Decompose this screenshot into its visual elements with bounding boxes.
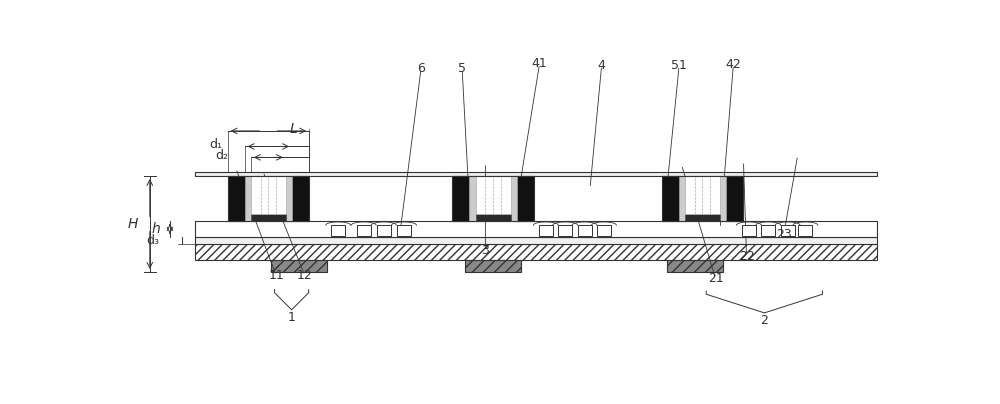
Bar <box>476 176 511 214</box>
Bar <box>292 176 309 221</box>
Bar <box>286 176 292 221</box>
Bar <box>578 225 592 236</box>
Bar <box>720 176 726 221</box>
Bar <box>195 237 877 244</box>
Bar <box>742 225 756 236</box>
Bar <box>195 172 877 176</box>
Text: d₂: d₂ <box>215 149 228 162</box>
Text: 51: 51 <box>671 59 687 72</box>
Bar <box>667 260 723 272</box>
Bar <box>685 176 720 214</box>
Text: 2: 2 <box>760 314 768 327</box>
Text: 12: 12 <box>297 269 313 282</box>
Text: d₁: d₁ <box>209 139 222 152</box>
Bar <box>397 225 411 236</box>
Text: 5: 5 <box>458 62 466 75</box>
Text: 42: 42 <box>726 58 741 71</box>
Bar <box>539 225 553 236</box>
Bar <box>726 176 743 221</box>
Bar <box>798 225 812 236</box>
Bar <box>469 176 476 221</box>
Text: 3: 3 <box>481 244 489 257</box>
Text: 21: 21 <box>708 272 723 285</box>
Bar <box>195 221 877 237</box>
Bar <box>251 214 286 221</box>
Text: 4: 4 <box>598 59 606 72</box>
Bar <box>251 176 286 214</box>
Bar <box>271 260 327 272</box>
Bar <box>662 176 679 221</box>
Text: 22: 22 <box>739 250 754 263</box>
Bar <box>228 176 245 221</box>
Bar <box>517 176 534 221</box>
Bar <box>476 214 511 221</box>
Text: 41: 41 <box>532 57 548 70</box>
Bar <box>245 176 251 221</box>
Bar <box>685 214 720 221</box>
Text: 6: 6 <box>417 62 425 75</box>
Bar <box>452 176 469 221</box>
Text: 11: 11 <box>268 269 284 282</box>
Bar <box>679 176 685 221</box>
Text: d₃: d₃ <box>146 234 159 247</box>
Text: 23: 23 <box>776 228 792 241</box>
Bar <box>465 260 521 272</box>
Bar <box>511 176 517 221</box>
Bar <box>357 225 371 236</box>
Text: 1: 1 <box>288 311 296 324</box>
Bar <box>331 225 345 236</box>
Bar <box>597 225 611 236</box>
Bar <box>377 225 391 236</box>
Bar <box>558 225 572 236</box>
Bar <box>761 225 775 236</box>
Text: H: H <box>128 217 138 231</box>
Bar <box>781 225 795 236</box>
Text: L: L <box>289 122 297 137</box>
Bar <box>195 244 877 260</box>
Text: h: h <box>152 222 160 236</box>
